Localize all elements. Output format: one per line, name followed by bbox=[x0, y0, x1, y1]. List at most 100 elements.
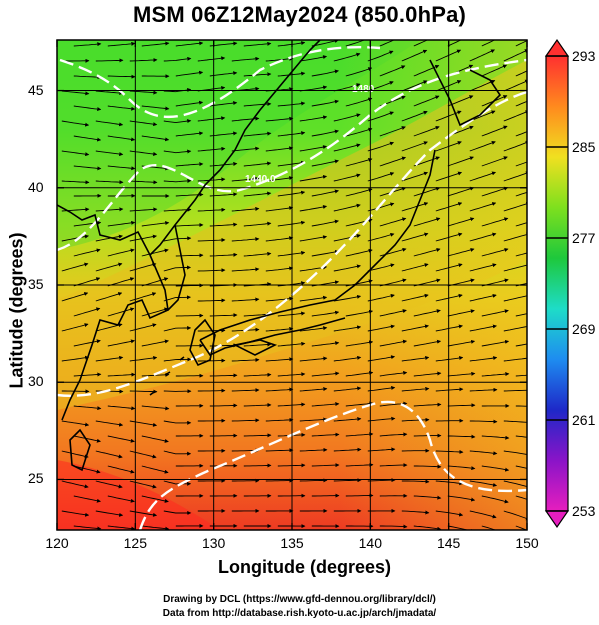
streamline-arrow bbox=[447, 465, 476, 471]
streamline-arrow bbox=[209, 373, 238, 378]
streamline-arrow bbox=[107, 307, 135, 317]
streamline-arrow bbox=[469, 232, 497, 242]
streamline-arrow bbox=[61, 262, 89, 272]
streamline-arrow bbox=[277, 341, 306, 347]
streamline-arrow bbox=[265, 326, 294, 332]
streamline-arrow bbox=[141, 307, 169, 317]
streamline-arrow bbox=[95, 510, 124, 517]
y-tick-label: 45 bbox=[28, 81, 44, 98]
streamline-arrow bbox=[367, 81, 394, 92]
streamline-arrow bbox=[243, 102, 272, 107]
streamline-arrow bbox=[401, 417, 430, 422]
colorbar-gradient bbox=[546, 56, 568, 511]
streamline-arrow bbox=[209, 313, 238, 318]
streamline-arrow bbox=[265, 176, 294, 182]
streamline-arrow bbox=[401, 80, 428, 92]
streamline-arrow bbox=[175, 253, 204, 258]
streamline-arrow bbox=[299, 115, 328, 122]
streamline-arrow bbox=[129, 262, 157, 272]
streamline-arrow bbox=[515, 40, 527, 47]
streamline-arrow bbox=[379, 432, 408, 437]
streamline-arrow bbox=[447, 186, 475, 197]
streamline-arrow bbox=[367, 293, 395, 302]
streamline-arrow bbox=[277, 402, 306, 407]
credit-line-2: Data from http://database.rish.kyoto-u.a… bbox=[162, 608, 437, 619]
streamline-arrow bbox=[73, 105, 102, 112]
streamline-arrow bbox=[311, 159, 339, 167]
streamline-arrow bbox=[231, 267, 260, 272]
streamline-arrow bbox=[503, 140, 527, 152]
streamline-arrow bbox=[311, 341, 340, 347]
streamline-arrow bbox=[345, 462, 374, 467]
x-tick-label: 145 bbox=[436, 535, 461, 551]
streamline-arrow bbox=[299, 204, 328, 212]
colorbar-label: 253 bbox=[572, 503, 596, 519]
streamline-arrow bbox=[163, 420, 192, 425]
streamline-arrow bbox=[141, 135, 170, 142]
x-tick-label: 140 bbox=[358, 535, 382, 551]
streamline-arrow bbox=[107, 372, 136, 377]
streamline-arrow bbox=[401, 232, 429, 242]
streamline-arrow bbox=[129, 180, 158, 185]
streamline-arrow bbox=[447, 156, 474, 167]
streamline-arrow bbox=[481, 64, 508, 77]
streamline-arrow bbox=[129, 234, 157, 242]
coastline-segment bbox=[149, 40, 321, 256]
streamline-arrow bbox=[481, 247, 509, 257]
streamline-arrow bbox=[277, 131, 306, 137]
streamline-arrow bbox=[197, 56, 226, 62]
streamline-arrow bbox=[107, 435, 135, 443]
y-tick-label: 30 bbox=[28, 373, 44, 390]
streamline-arrow bbox=[333, 294, 362, 302]
streamline-arrow bbox=[469, 171, 497, 182]
streamline-arrow bbox=[129, 355, 158, 362]
streamline-arrow bbox=[367, 141, 395, 152]
streamline-arrow bbox=[197, 237, 226, 243]
coastline-segment bbox=[164, 371, 171, 376]
streamline-arrow bbox=[129, 292, 157, 302]
streamline-arrow bbox=[175, 222, 204, 228]
streamline-arrow bbox=[481, 495, 509, 504]
colorbar bbox=[544, 38, 570, 529]
streamline-arrow bbox=[413, 125, 440, 137]
coastline-segment bbox=[189, 318, 216, 367]
streamline-arrow bbox=[141, 495, 169, 503]
streamline-arrow bbox=[73, 339, 101, 347]
streamline-arrow bbox=[243, 191, 272, 197]
streamline-arrow bbox=[401, 171, 429, 182]
coastline-segment bbox=[149, 391, 155, 396]
streamline-arrow bbox=[73, 525, 102, 530]
streamline-arrow bbox=[129, 510, 158, 517]
streamline-arrow bbox=[61, 150, 90, 157]
streamline-arrow bbox=[481, 465, 510, 472]
streamline-arrow bbox=[345, 340, 374, 347]
streamline-arrow bbox=[469, 510, 497, 519]
streamline-arrow bbox=[401, 110, 428, 122]
streamline-arrow bbox=[333, 143, 361, 152]
streamline-arrow bbox=[163, 510, 192, 516]
streamline-arrow bbox=[311, 99, 339, 107]
streamline-arrow bbox=[163, 450, 192, 456]
streamline-arrow bbox=[73, 435, 101, 443]
streamline-arrow bbox=[129, 90, 158, 95]
streamline-arrow bbox=[401, 49, 428, 62]
streamline-arrow bbox=[367, 478, 396, 483]
streamline-arrow bbox=[163, 149, 192, 154]
y-axis-label: Latitude (degrees) bbox=[6, 232, 27, 389]
streamline-arrow bbox=[401, 202, 429, 212]
streamline-arrow bbox=[243, 463, 272, 468]
streamline-arrow bbox=[401, 479, 430, 484]
streamline-arrow bbox=[243, 72, 272, 77]
streamline-arrow bbox=[345, 97, 373, 107]
streamline-arrow bbox=[107, 165, 136, 171]
streamline-arrow bbox=[515, 495, 527, 500]
streamline-arrow bbox=[379, 126, 406, 137]
streamline-arrow bbox=[333, 355, 362, 362]
streamline-arrow bbox=[413, 186, 441, 197]
streamline-arrow bbox=[265, 146, 294, 152]
streamline-arrow bbox=[435, 510, 464, 517]
streamline-arrow bbox=[481, 217, 509, 227]
streamline-arrow bbox=[447, 525, 475, 530]
streamline-arrow bbox=[95, 450, 123, 459]
colorbar-label: 261 bbox=[572, 412, 596, 428]
